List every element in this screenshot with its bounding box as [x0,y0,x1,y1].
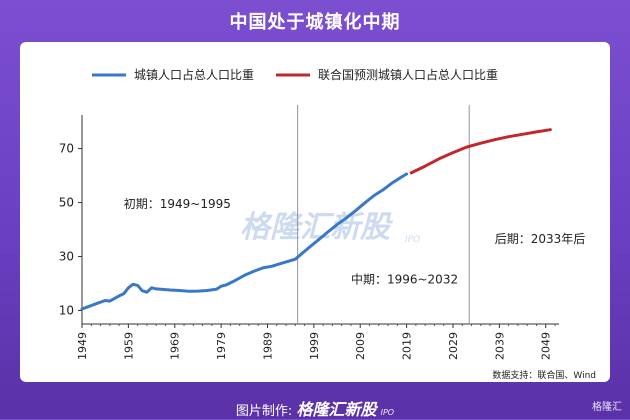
data-source-note: 数据支持：联合国、Wind [492,371,596,381]
phase-annotation-3: 后期：2033年后 [495,232,586,246]
legend-label-1: 城镇人口占总人口比重 [134,67,254,82]
x-tick-label: 1979 [215,332,228,360]
series-line-2 [409,128,552,175]
chart-card: 格隆汇新股 IPO 10 30 50 70 1949 1959 1969 1979 1989 1999… [20,42,610,382]
x-tick-label: 2009 [354,332,367,360]
watermark-text: 格隆汇新股 [240,210,393,245]
y-tick-label: 50 [59,196,74,210]
phase-annotation-2: 中期：1996~2032 [351,272,458,287]
corner-brand: 格隆汇 [592,402,622,413]
footer-credit: 图片制作: 格隆汇新股 IPO [0,396,630,420]
phase-annotation-1: 初期：1949~1995 [124,197,231,211]
page-title: 中国处于城镇化中期 [229,12,401,33]
watermark-sub: IPO [405,235,420,245]
x-tick-label: 1949 [76,332,89,360]
series-line-1 [80,172,409,311]
y-tick-label: 70 [59,142,74,156]
x-tick-label: 2049 [540,332,553,360]
x-tick-label: 2029 [447,332,460,360]
footer-logo: 格隆汇新股 [296,400,377,419]
footer-logo-sub: IPO [380,408,395,417]
x-tick-label: 2039 [493,332,506,360]
legend-label-2: 联合国预测城镇人口占总人口比重 [318,67,498,82]
x-tick-label: 1969 [169,332,182,360]
x-tick-label: 1959 [122,332,135,360]
x-tick-label: 1999 [308,332,321,360]
footer-made-by: 图片制作: [235,404,293,419]
x-tick-label: 1989 [261,332,274,360]
urbanization-line-chart: 格隆汇新股 IPO 10 30 50 70 1949 1959 1969 1979 1989 1999… [59,67,586,360]
x-tick-label: 2019 [401,332,414,360]
y-tick-label: 10 [59,304,74,318]
y-tick-label: 30 [59,250,74,264]
